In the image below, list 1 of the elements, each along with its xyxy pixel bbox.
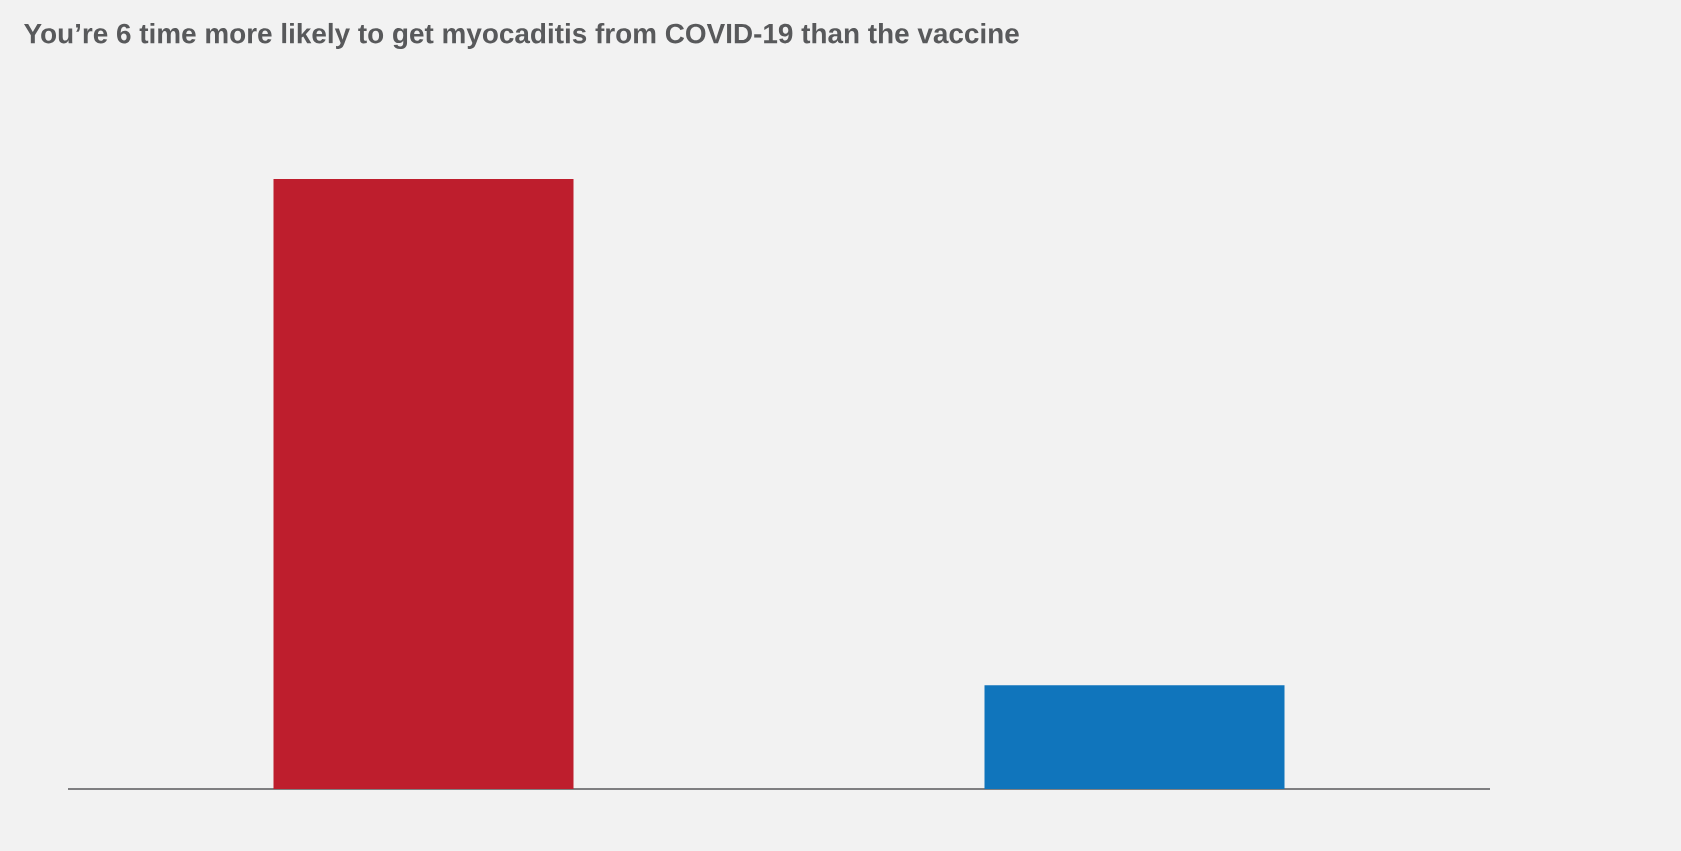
chart-title: You’re 6 time more likely to get myocaditis from COVID-19 than the vaccine xyxy=(24,22,1019,50)
